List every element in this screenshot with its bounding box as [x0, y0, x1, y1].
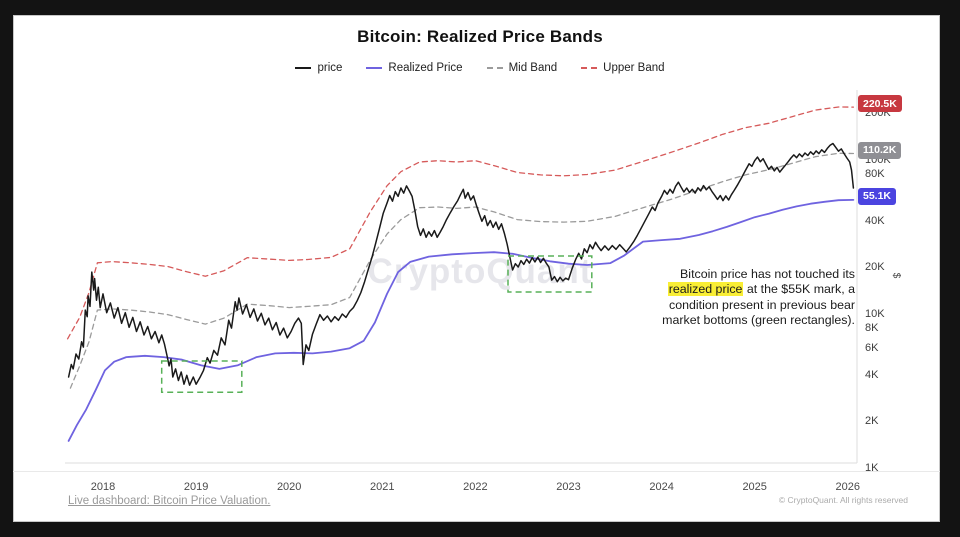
series-realized-price — [67, 198, 855, 442]
page-title: Bitcoin: Realized Price Bands — [357, 27, 603, 46]
legend-swatch-price — [295, 67, 312, 69]
legend-item-price[interactable]: price — [295, 62, 342, 74]
live-dashboard-link[interactable]: Live dashboard: Bitcoin Price Valuation. — [68, 495, 271, 507]
annotation-line: condition present in previous bear — [669, 297, 855, 312]
annotation-line: market bottoms (green rectangles). — [662, 313, 855, 328]
legend-label: Mid Band — [508, 62, 558, 74]
legend-label: Upper Band — [603, 62, 665, 74]
legend-label: Realized Price — [388, 62, 463, 74]
legend-swatch-mid-band — [486, 67, 503, 69]
y-axis-unit-label: $ — [890, 272, 902, 279]
annotation-line: realized price at the $55K mark, a — [667, 282, 855, 297]
bear-bottom-rect-2 — [507, 255, 593, 293]
annotation-line: Bitcoin price has not touched its — [680, 267, 855, 281]
legend-item-realized-price[interactable]: Realized Price — [366, 62, 463, 74]
legend: price Realized Price Mid Band Upper Band — [0, 62, 960, 74]
legend-item-mid-band[interactable]: Mid Band — [486, 62, 558, 74]
footer-divider — [13, 471, 940, 472]
legend-item-upper-band[interactable]: Upper Band — [581, 62, 665, 74]
copyright-text: © CryptoQuant. All rights reserved — [778, 495, 908, 505]
series-price — [67, 142, 855, 386]
highlighted-phrase: realized price — [667, 282, 744, 297]
series-upper-band — [66, 106, 855, 340]
annotation-text: Bitcoin price has not touched its realize… — [662, 267, 855, 329]
bear-bottom-rect-1 — [160, 360, 243, 394]
legend-swatch-upper-band — [581, 67, 598, 69]
chart-card — [13, 15, 940, 522]
legend-swatch-realized-price — [366, 67, 383, 69]
series-mid-band — [69, 152, 855, 389]
legend-label: price — [317, 62, 343, 74]
cryptoquant-watermark: CryptoQuant — [367, 252, 593, 291]
